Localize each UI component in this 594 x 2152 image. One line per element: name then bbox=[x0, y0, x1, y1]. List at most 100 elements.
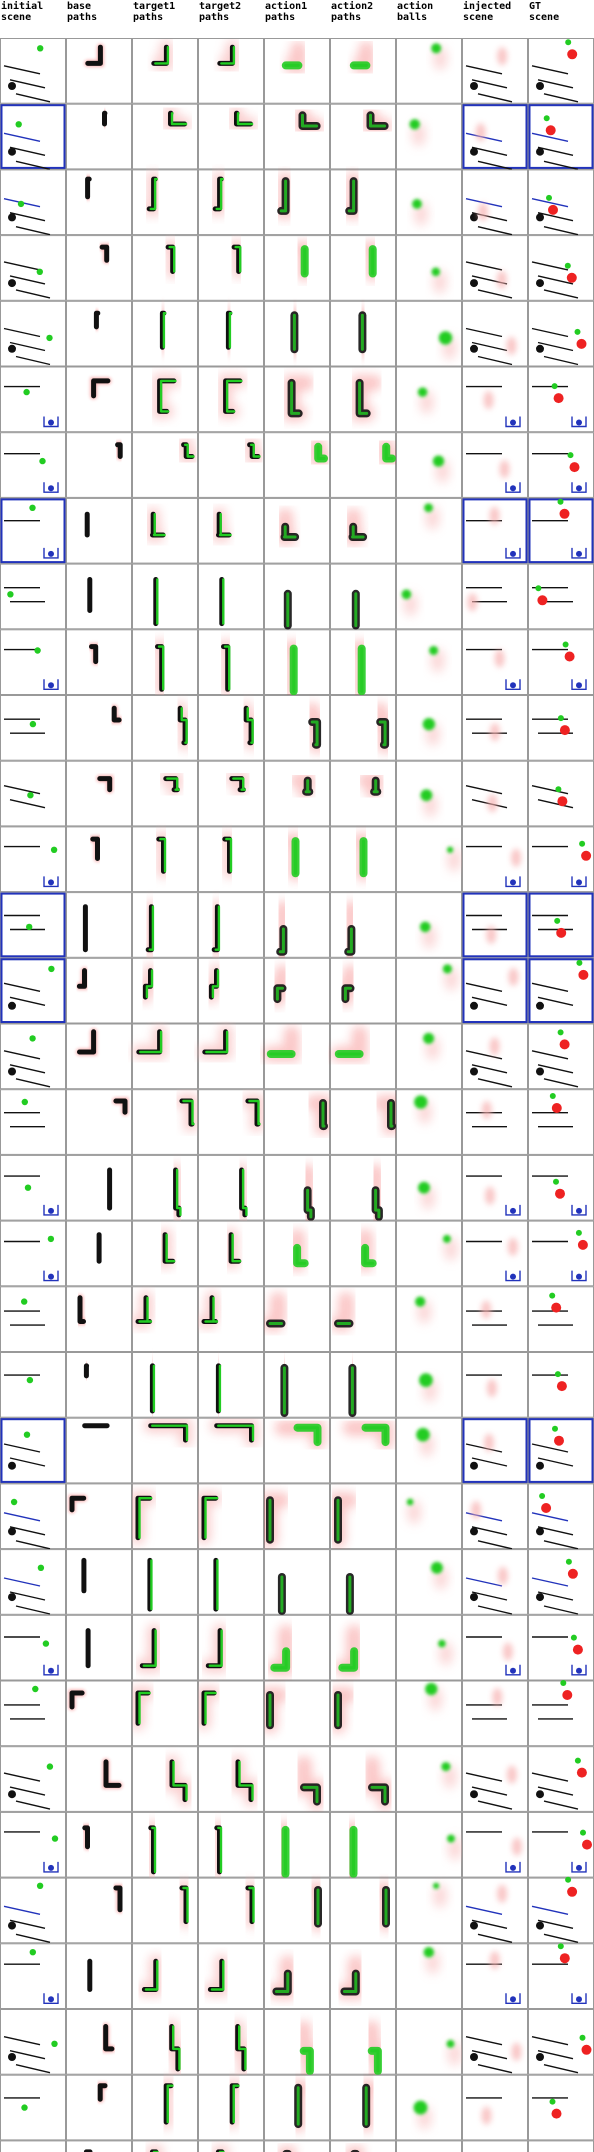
scene-black-ball bbox=[8, 1067, 16, 1076]
cell-r6-c5 bbox=[330, 432, 400, 498]
cell-frame bbox=[198, 1943, 264, 2010]
cell-frame bbox=[66, 1614, 132, 1681]
cell-r5-c1 bbox=[66, 366, 132, 433]
action-ball bbox=[412, 199, 422, 209]
scene-obstacle bbox=[3, 1772, 41, 1782]
cell-r18-c0 bbox=[0, 1220, 66, 1287]
cell-r28-c2 bbox=[132, 1877, 198, 1944]
scene-obstacle bbox=[15, 160, 51, 170]
cell-r1-c5 bbox=[330, 103, 396, 170]
cell-r6-c8 bbox=[528, 432, 594, 498]
cell-frame bbox=[528, 1549, 594, 1615]
cell-frame bbox=[462, 432, 528, 498]
action-path-core bbox=[301, 113, 319, 128]
gt-green-ball bbox=[565, 1876, 572, 1883]
target-path-green bbox=[166, 777, 180, 791]
cell-r27-c0 bbox=[0, 1811, 66, 1878]
cell-frame bbox=[462, 2140, 528, 2152]
cell-r20-c1 bbox=[66, 1352, 132, 1418]
cell-r17-c8 bbox=[528, 1154, 594, 1221]
gt-red-ball bbox=[581, 2044, 592, 2055]
scene-obstacle bbox=[543, 1540, 579, 1550]
scene-obstacle bbox=[15, 355, 51, 366]
cell-r0-c3 bbox=[198, 38, 264, 104]
cell-r16-c1 bbox=[66, 1089, 132, 1155]
gt-red-ball bbox=[576, 338, 587, 349]
scene-cup bbox=[571, 416, 587, 428]
cell-r30-c3 bbox=[198, 2009, 264, 2076]
scene-obstacle bbox=[471, 79, 508, 89]
cell-r8-c3 bbox=[198, 563, 264, 631]
cell-r26-c4 bbox=[264, 1746, 330, 1812]
cell-frame bbox=[0, 2074, 66, 2141]
scene-obstacle bbox=[15, 226, 51, 236]
gt-green-ball bbox=[549, 1093, 556, 1099]
target-path-green bbox=[211, 969, 220, 999]
scene-obstacle bbox=[9, 1457, 46, 1467]
target-path-green bbox=[149, 177, 158, 211]
scene-obstacle bbox=[531, 132, 569, 142]
scene-obstacle bbox=[3, 785, 41, 795]
scene-black-ball bbox=[470, 82, 478, 90]
cell-r31-c4 bbox=[264, 2074, 330, 2141]
scene-cup bbox=[571, 876, 587, 888]
gt-red-ball bbox=[551, 1302, 562, 1313]
scene-cup bbox=[571, 482, 587, 493]
cell-r11-c5 bbox=[330, 760, 396, 827]
cell-r18-c1 bbox=[66, 1220, 132, 1287]
action-path-core bbox=[351, 525, 365, 539]
gt-green-ball bbox=[553, 1178, 559, 1185]
cell-r5-c5 bbox=[330, 366, 396, 433]
cell-frame bbox=[66, 103, 132, 170]
cell-r24-c8 bbox=[528, 1614, 594, 1681]
cell-r2-c1 bbox=[66, 169, 132, 236]
gt-red-ball bbox=[553, 393, 564, 404]
cell-r22-c6 bbox=[396, 1483, 462, 1550]
scene-black-ball bbox=[536, 279, 544, 288]
scene-blue-ball bbox=[510, 1864, 516, 1871]
cell-r19-c5 bbox=[330, 1286, 396, 1353]
cell-r11-c7 bbox=[462, 760, 528, 827]
cell-r21-c0 bbox=[0, 1417, 66, 1484]
scene-cup bbox=[43, 1204, 59, 1216]
cell-frame bbox=[264, 169, 330, 236]
scene-obstacle bbox=[543, 160, 579, 170]
gt-red-ball bbox=[537, 595, 548, 606]
cell-r20-c4 bbox=[264, 1352, 330, 1421]
scene-obstacle bbox=[477, 1540, 513, 1550]
cell-r26-c6 bbox=[396, 1746, 462, 1812]
scene-blue-ball bbox=[48, 1667, 54, 1674]
scene-green-ball bbox=[17, 200, 25, 208]
cell-frame bbox=[528, 497, 594, 564]
cell-r30-c7 bbox=[462, 2009, 528, 2075]
cell-r14-c7 bbox=[462, 957, 528, 1024]
injected-red-blur bbox=[506, 1765, 517, 1784]
cell-r16-c0 bbox=[0, 1089, 66, 1155]
cell-r11-c4 bbox=[264, 760, 330, 827]
cell-r25-c6 bbox=[396, 1680, 462, 1747]
cell-r2-c8 bbox=[528, 169, 594, 236]
scene-obstacle bbox=[15, 1605, 51, 1615]
cell-r24-c6 bbox=[396, 1614, 462, 1681]
cell-r30-c1 bbox=[66, 2009, 132, 2075]
cell-frame bbox=[330, 760, 396, 827]
gt-red-ball bbox=[578, 969, 589, 980]
cell-r11-c3 bbox=[198, 760, 264, 827]
cell-frame bbox=[66, 2140, 132, 2152]
cell-frame bbox=[264, 2140, 330, 2152]
cell-r13-c7 bbox=[462, 892, 528, 958]
gt-green-ball bbox=[554, 917, 561, 924]
target-path-green bbox=[248, 1099, 261, 1126]
cell-r20-c3 bbox=[198, 1352, 264, 1418]
scene-cup bbox=[571, 1861, 587, 1873]
cell-r22-c3 bbox=[197, 1483, 264, 1550]
scene-obstacle bbox=[477, 289, 513, 299]
cell-frame bbox=[66, 1746, 132, 1812]
cell-r27-c1 bbox=[66, 1811, 132, 1878]
base-path bbox=[69, 1690, 85, 1710]
scene-obstacle bbox=[537, 1064, 574, 1074]
cell-r1-c3 bbox=[198, 103, 264, 170]
cell-r9-c7 bbox=[462, 629, 528, 695]
scene-green-ball bbox=[29, 720, 37, 728]
scene-obstacle bbox=[537, 341, 574, 352]
